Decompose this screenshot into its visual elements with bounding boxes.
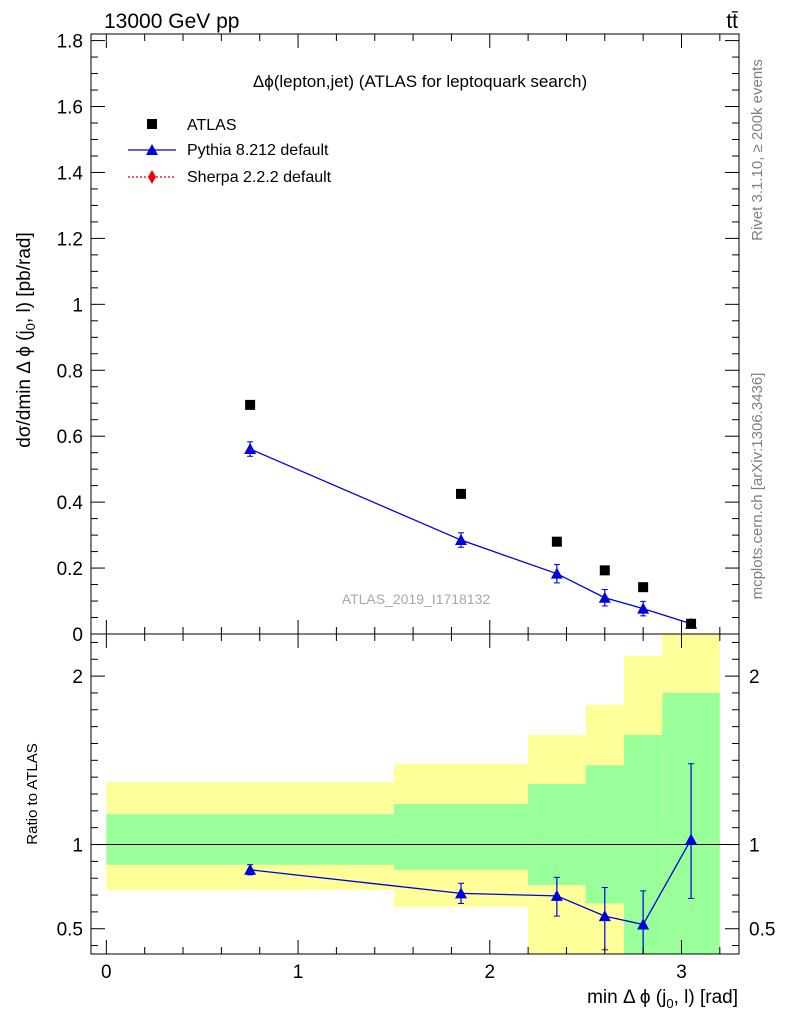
legend-pythia-label: Pythia 8.212 default	[187, 142, 329, 159]
x-tick-label: 1	[293, 962, 304, 983]
x-axis-label: min Δ ϕ (j0, l) [rad]	[587, 987, 738, 1011]
atlas-marker	[456, 488, 467, 499]
main-plot-panel: 0 0.2 0.4 0.6 0.8 1 1.2 1.4 1.6 1.8 Δϕ(lepton,jet…	[14, 32, 740, 646]
pythia-marker	[598, 591, 611, 603]
ratio-y-tick-label-right: 1	[749, 836, 760, 857]
ratio-band-inner	[585, 765, 624, 904]
ratio-y-axis-label: Ratio to ATLAS	[24, 743, 41, 844]
atlas-marker	[686, 618, 697, 629]
ratio-pythia-marker	[244, 863, 257, 875]
ratio-band-inner	[393, 804, 529, 870]
process-label: tt̄	[726, 10, 738, 33]
legend-sherpa-marker	[148, 170, 156, 184]
ratio-y-tick-label: 1	[72, 836, 83, 857]
ratio-pythia-marker	[685, 833, 698, 845]
x-tick-label: 3	[676, 962, 687, 983]
ratio-y-tick-label: 0.5	[57, 920, 83, 941]
pythia-marker	[244, 443, 257, 455]
ratio-y-tick-label-right: 2	[749, 667, 760, 688]
main-y-tick-label: 1	[72, 295, 83, 316]
energy-label: 13000 GeV pp	[104, 10, 239, 33]
ratio-pythia-marker	[550, 889, 563, 901]
pythia-marker	[550, 567, 563, 579]
atlas-marker	[599, 565, 610, 576]
legend: ATLAS Pythia 8.212 default Sherpa 2.2.2 …	[128, 117, 332, 186]
main-y-tick-label: 1.2	[57, 229, 83, 250]
main-y-tick-label: 0.4	[57, 493, 84, 514]
pythia-marker	[455, 534, 468, 546]
main-y-tick-label: 0.6	[57, 427, 83, 448]
pythia-marker	[637, 602, 650, 614]
ratio-band-inner	[106, 814, 394, 865]
main-y-tick-label: 0.2	[57, 559, 83, 580]
pythia-line	[249, 448, 692, 625]
ratio-band-inner	[528, 783, 586, 885]
main-y-tick-label: 1.6	[57, 98, 83, 119]
ratio-pythia-marker	[637, 918, 650, 930]
atlas-marker	[245, 399, 256, 410]
ratio-pythia-marker	[598, 910, 611, 922]
x-tick-label: 2	[484, 962, 495, 983]
ratio-y-tick-label-right: 0.5	[749, 920, 775, 941]
legend-sherpa-label: Sherpa 2.2.2 default	[187, 169, 332, 186]
watermark: ATLAS_2019_I1718132	[342, 591, 491, 607]
main-y-tick-label: 1.8	[57, 32, 83, 53]
ratio-pythia-line	[250, 839, 692, 926]
mcplots-label: mcplots.cern.ch [arXiv:1306.3436]	[749, 373, 766, 600]
x-tick-label: 0	[101, 962, 112, 983]
legend-atlas-label: ATLAS	[187, 117, 237, 134]
main-plot-title: Δϕ(lepton,jet) (ATLAS for leptoquark sea…	[253, 72, 587, 91]
ratio-plot-panel: 0.5 0.5 1 1 2 2 0 1 2 3 Ratio to ATLAS min Δ ϕ (j…	[24, 633, 775, 1011]
atlas-marker	[638, 582, 649, 593]
legend-atlas-marker	[147, 119, 157, 129]
main-y-axis-label: dσ/dmin Δ ϕ (j0, l) [pb/rad]	[14, 232, 38, 448]
legend-pythia-marker	[146, 144, 158, 155]
ratio-pythia-marker	[455, 887, 468, 899]
main-y-tick-label: 1.4	[57, 163, 84, 184]
ratio-y-tick-label: 2	[72, 667, 83, 688]
main-y-tick-label: 0.8	[57, 361, 83, 382]
atlas-marker	[551, 536, 562, 547]
rivet-label: Rivet 3.1.10, ≥ 200k events	[749, 59, 766, 241]
main-y-tick-label: 0	[72, 625, 83, 646]
